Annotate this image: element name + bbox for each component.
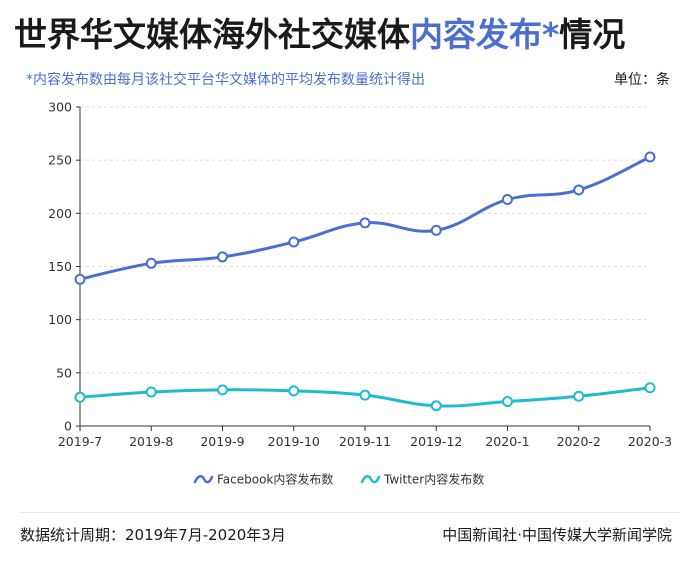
legend-swatch (193, 475, 214, 484)
data-point (359, 217, 371, 229)
legend-label: Facebook内容发布数 (217, 472, 333, 487)
x-tick-label: 2019-8 (129, 434, 173, 449)
data-point (145, 257, 157, 269)
data-point (502, 396, 513, 408)
legend-label: Twitter内容发布数 (383, 472, 484, 487)
data-point (573, 184, 585, 196)
y-tick-label: 0 (64, 419, 72, 434)
y-tick-label: 200 (48, 206, 72, 221)
data-point (217, 384, 228, 396)
data-point (217, 251, 228, 263)
data-point (74, 391, 86, 403)
title-main: 世界华文媒体海外社交媒体 (14, 15, 410, 54)
x-tick-label: 2020-1 (485, 434, 529, 449)
data-point (502, 194, 513, 206)
chart-title: 世界华文媒体海外社交媒体内容发布*情况 (14, 8, 625, 56)
x-tick-label: 2019-7 (58, 434, 102, 449)
line-chart: 0 50 100 150 200 250 300 2019-7 2019-8 2019-9 2019… (48, 100, 672, 487)
data-point (430, 224, 442, 236)
title-tail: 情况 (559, 15, 626, 54)
footer-divider (20, 512, 680, 513)
y-tick-label: 50 (56, 365, 72, 380)
y-tick-label: 150 (48, 259, 72, 274)
data-point (644, 382, 656, 394)
footer-period: 数据统计周期：2019年7月-2020年3月 (20, 526, 286, 544)
x-tick-label: 2019-10 (268, 434, 320, 449)
data-point (430, 400, 442, 412)
y-tick-label: 100 (48, 312, 72, 327)
legend-swatch (360, 475, 381, 484)
y-tick-label: 300 (48, 100, 72, 115)
x-tick-label: 2020-3 (628, 434, 672, 449)
x-tick-label: 2019-11 (339, 434, 391, 449)
data-point (288, 385, 300, 397)
data-point (573, 390, 585, 402)
data-point (74, 273, 86, 285)
chart-note: *内容发布数由每月该社交平台华文媒体的平均发布数量统计得出 (26, 72, 425, 88)
footer-source: 中国新闻社·中国传媒大学新闻学院 (442, 526, 672, 544)
x-tick-label: 2019-12 (410, 434, 462, 449)
data-point (359, 389, 371, 401)
x-tick-label: 2020-2 (557, 434, 601, 449)
x-tick-label: 2019-9 (200, 434, 244, 449)
data-point (288, 236, 300, 248)
unit-label: 单位：条 (614, 72, 670, 88)
title-accent: 内容发布* (410, 15, 560, 54)
data-point (644, 151, 656, 163)
y-tick-label: 250 (48, 153, 72, 168)
data-point (145, 386, 157, 398)
